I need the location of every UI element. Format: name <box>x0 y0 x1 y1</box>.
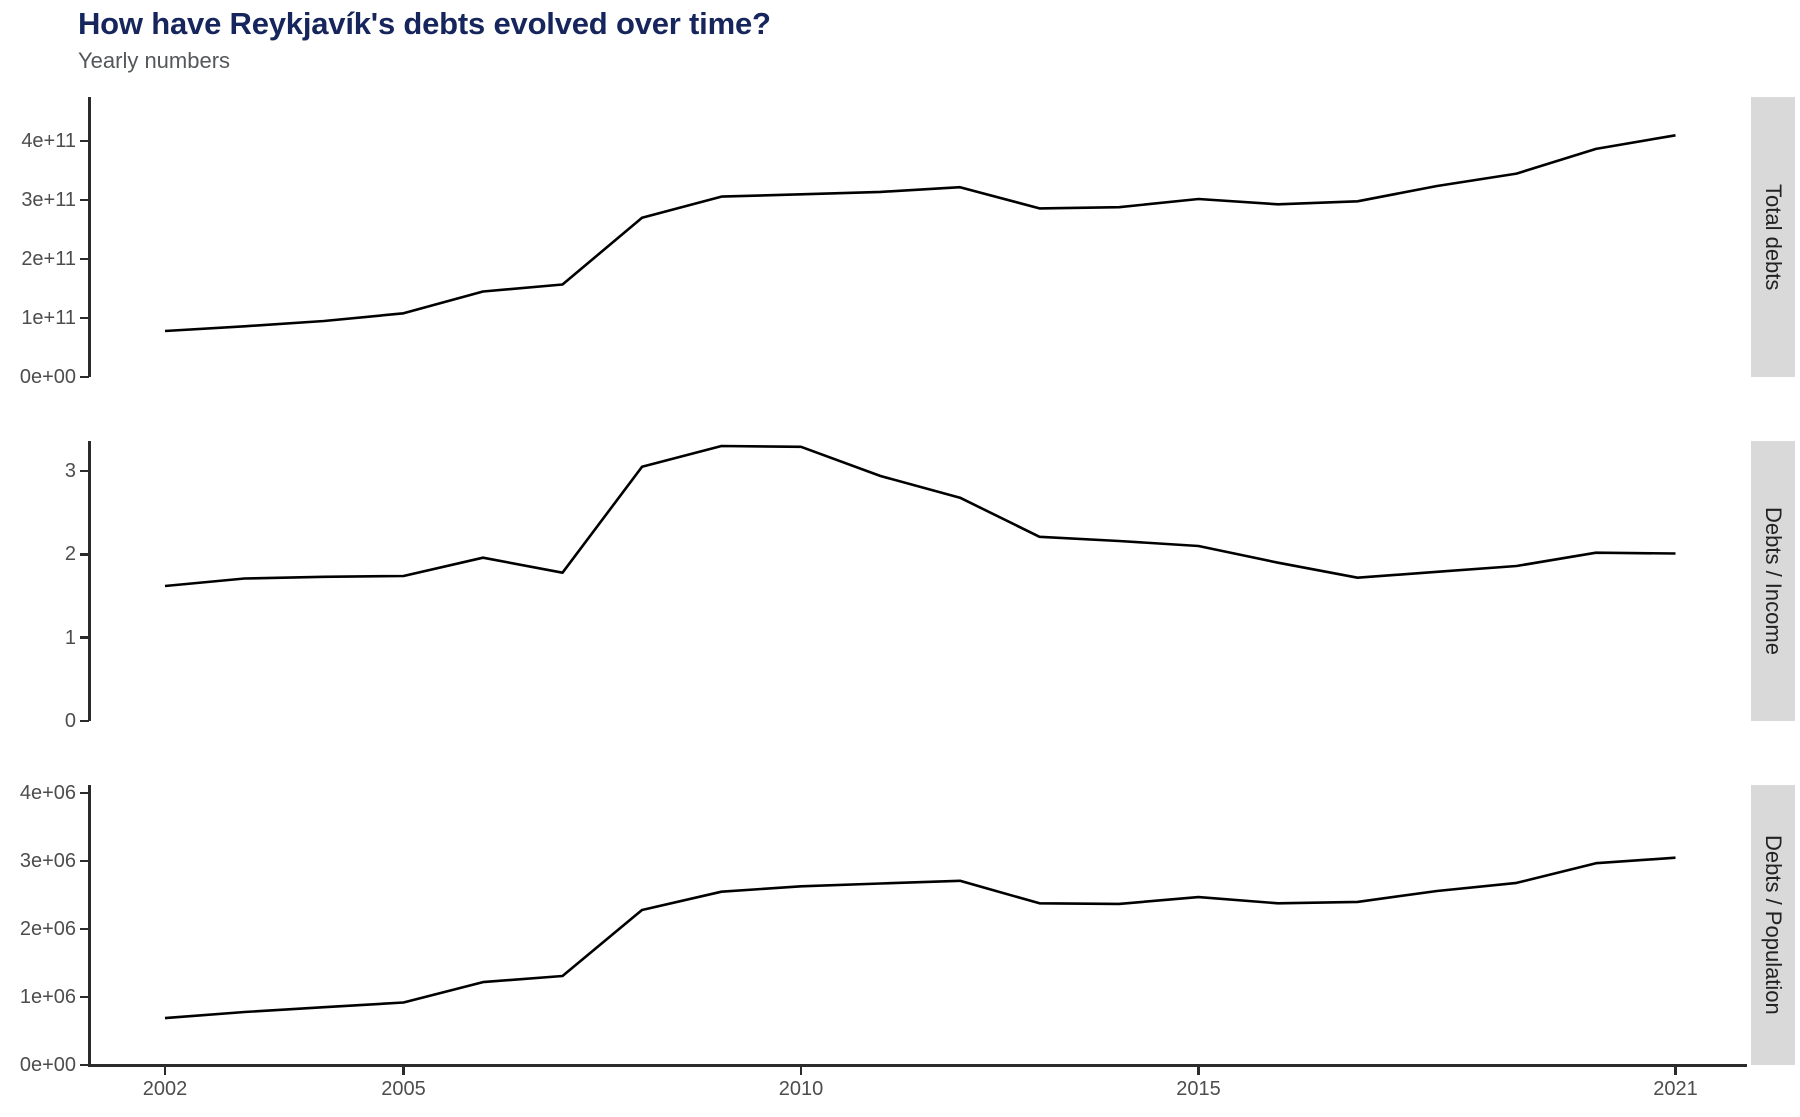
y-axis-tick-label: 1e+11 <box>21 307 76 330</box>
facet-strip-label: Debts / Income <box>1761 507 1786 655</box>
y-axis-tick-label: 0e+00 <box>19 1054 76 1076</box>
y-axis-line <box>88 441 91 721</box>
y-axis-tick <box>80 375 89 379</box>
data-line-total-debts <box>164 134 1676 333</box>
facet-strip-total-debts: Total debts <box>1751 97 1795 377</box>
facet-strip-label: Debts / Population <box>1761 835 1786 1015</box>
y-axis-tick-label: 4e+06 <box>19 782 76 805</box>
y-axis-tick <box>80 257 89 261</box>
y-axis-line <box>88 97 91 377</box>
x-axis-tick-label: 2002 <box>142 1078 188 1100</box>
y-axis-tick <box>80 1063 89 1067</box>
y-axis-tick <box>80 719 89 723</box>
y-axis-tick <box>80 927 89 931</box>
y-axis-tick-label: 1e+06 <box>19 986 76 1009</box>
x-axis-line <box>88 1064 1747 1067</box>
chart-subtitle: Yearly numbers <box>78 48 231 73</box>
panel-total-debts <box>90 97 1747 377</box>
data-line-debts-population <box>164 856 1676 1020</box>
x-axis-tick <box>1674 1066 1677 1075</box>
facet-strip-debts-income: Debts / Income <box>1751 441 1795 721</box>
x-axis-tick <box>1197 1066 1200 1075</box>
y-axis-tick-label: 2 <box>64 543 76 566</box>
x-axis-tick-label: 2015 <box>1176 1078 1221 1100</box>
y-axis-tick-label: 3 <box>64 460 76 482</box>
y-axis-tick <box>80 198 89 202</box>
y-axis-tick <box>80 139 89 143</box>
x-axis-tick-label: 2005 <box>381 1078 426 1100</box>
data-line-debts-income <box>164 444 1676 588</box>
y-axis-tick <box>80 553 89 556</box>
x-axis-tick <box>402 1066 405 1075</box>
y-axis-tick-label: 2e+06 <box>19 918 76 941</box>
x-axis-tick-label: 2021 <box>1653 1078 1698 1100</box>
x-axis-tick <box>799 1066 803 1075</box>
chart-title: How have Reykjavík's debts evolved over … <box>78 6 771 41</box>
y-axis-tick <box>80 636 89 639</box>
y-axis-tick-label: 1 <box>64 626 76 649</box>
x-axis-tick <box>163 1066 167 1075</box>
y-axis-tick <box>80 995 89 999</box>
panel-debts-income <box>90 441 1747 721</box>
facet-strip-debts-population: Debts / Population <box>1751 785 1795 1065</box>
y-axis-tick-label: 4e+11 <box>21 130 76 153</box>
y-axis-tick-label: 3e+06 <box>19 850 76 873</box>
x-axis-tick-label: 2010 <box>778 1078 824 1100</box>
y-axis-tick <box>80 859 89 863</box>
y-axis-tick-label: 2e+11 <box>21 248 76 271</box>
y-axis-tick-label: 0e+00 <box>19 366 76 388</box>
facet-strip-label: Total debts <box>1761 183 1786 291</box>
y-axis-tick-label: 3e+11 <box>21 189 76 212</box>
y-axis-tick-label: 0 <box>64 710 76 732</box>
panel-debts-population <box>90 785 1747 1065</box>
y-axis-tick <box>80 791 89 795</box>
y-axis-tick <box>80 316 89 320</box>
y-axis-tick <box>80 469 89 473</box>
y-axis-line <box>88 785 91 1065</box>
